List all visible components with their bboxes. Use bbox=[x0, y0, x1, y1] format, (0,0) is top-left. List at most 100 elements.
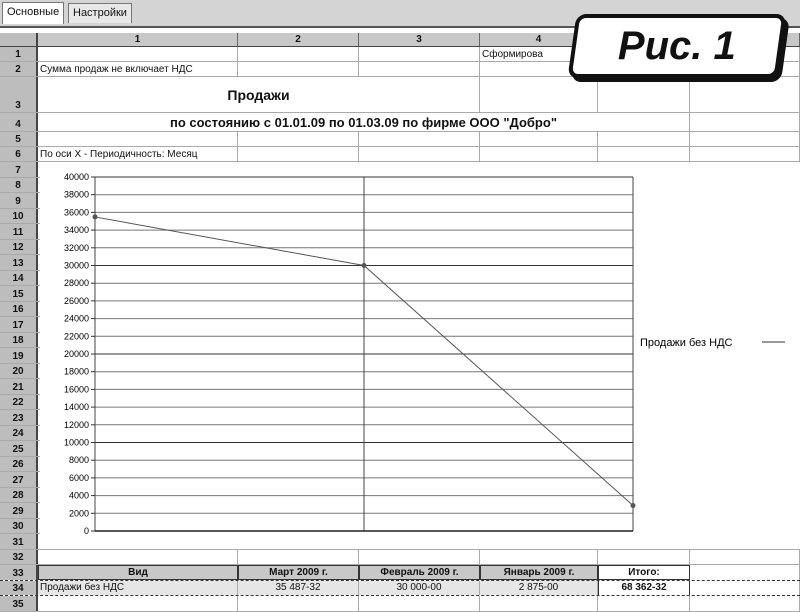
grid-cell[interactable] bbox=[38, 132, 238, 146]
row-number[interactable]: 2 bbox=[0, 62, 38, 76]
table-cell[interactable]: 30 000-00 bbox=[359, 580, 480, 595]
row-number[interactable]: 22 bbox=[0, 394, 38, 409]
grid-cell[interactable] bbox=[359, 549, 480, 564]
grid-cell[interactable] bbox=[238, 596, 359, 611]
grid-cell[interactable] bbox=[238, 47, 359, 61]
row-number[interactable]: 8 bbox=[0, 177, 38, 192]
row-number[interactable]: 9 bbox=[0, 193, 38, 208]
row-number[interactable]: 17 bbox=[0, 317, 38, 332]
grid-row: 1 Сформирова bbox=[0, 47, 800, 62]
grid-cell[interactable] bbox=[38, 596, 238, 611]
row-number[interactable]: 13 bbox=[0, 255, 38, 270]
table-header[interactable]: Вид bbox=[38, 565, 238, 580]
row-number[interactable]: 29 bbox=[0, 503, 38, 518]
corner-cell[interactable] bbox=[0, 33, 38, 46]
grid-cell[interactable] bbox=[238, 132, 359, 146]
table-cell[interactable]: 2 875-00 bbox=[480, 580, 598, 595]
grid-cell[interactable] bbox=[480, 596, 598, 611]
row-number[interactable]: 6 bbox=[0, 147, 38, 161]
grid-cell[interactable] bbox=[598, 549, 690, 564]
grid-cell[interactable] bbox=[690, 549, 800, 564]
row-number[interactable]: 19 bbox=[0, 348, 38, 363]
row-number[interactable]: 20 bbox=[0, 363, 38, 378]
grid-cell[interactable] bbox=[480, 132, 598, 146]
grid-cell[interactable] bbox=[690, 565, 800, 580]
grid-cell[interactable] bbox=[359, 132, 480, 146]
row-number[interactable]: 32 bbox=[0, 549, 38, 564]
column-header[interactable]: 2 bbox=[238, 33, 359, 46]
y-tick-label: 36000 bbox=[64, 207, 89, 217]
grid-cell[interactable] bbox=[480, 147, 598, 161]
grid-row: 5 bbox=[0, 132, 800, 147]
row-number[interactable]: 3 bbox=[0, 77, 38, 112]
data-point bbox=[630, 503, 636, 509]
data-point bbox=[361, 263, 367, 268]
row-number[interactable]: 5 bbox=[0, 132, 38, 146]
table-header[interactable]: Итого: bbox=[598, 565, 690, 580]
grid-cell[interactable] bbox=[598, 132, 690, 146]
column-header[interactable]: 1 bbox=[38, 33, 238, 46]
tab-osnovnye[interactable]: Основные bbox=[2, 2, 65, 24]
grid-cell[interactable] bbox=[690, 147, 800, 161]
row-number[interactable]: 34 bbox=[0, 580, 38, 595]
row-number[interactable]: 4 bbox=[0, 113, 38, 131]
row-number[interactable]: 25 bbox=[0, 441, 38, 456]
row-number[interactable]: 1 bbox=[0, 47, 38, 61]
table-header[interactable]: Март 2009 г. bbox=[238, 565, 359, 580]
grid-cell[interactable] bbox=[690, 77, 800, 112]
table-cell[interactable]: Продажи без НДС bbox=[38, 580, 238, 595]
row-number[interactable]: 10 bbox=[0, 208, 38, 223]
row-number[interactable]: 27 bbox=[0, 472, 38, 487]
row-number[interactable]: 16 bbox=[0, 301, 38, 316]
grid-cell[interactable] bbox=[38, 549, 238, 564]
grid-cell[interactable] bbox=[598, 147, 690, 161]
table-cell[interactable]: 68 362-32 bbox=[598, 580, 690, 595]
column-header[interactable]: 3 bbox=[359, 33, 480, 46]
grid-cell[interactable] bbox=[238, 549, 359, 564]
grid-cell[interactable] bbox=[690, 580, 800, 595]
table-header[interactable]: Февраль 2009 г. bbox=[359, 565, 480, 580]
chart-background bbox=[40, 165, 800, 545]
row-number[interactable]: 26 bbox=[0, 456, 38, 471]
row-number[interactable]: 15 bbox=[0, 286, 38, 301]
grid-cell[interactable] bbox=[690, 113, 800, 131]
report-title[interactable]: Продажи bbox=[38, 77, 480, 112]
row-number[interactable]: 18 bbox=[0, 332, 38, 347]
grid-cell[interactable] bbox=[690, 132, 800, 146]
grid-cell[interactable] bbox=[480, 77, 598, 112]
report-subtitle[interactable]: по состоянию с 01.01.09 по 01.03.09 по ф… bbox=[38, 113, 690, 131]
grid-row: 3 Продажи bbox=[0, 77, 800, 113]
y-tick-label: 14000 bbox=[64, 402, 89, 412]
grid-cell[interactable] bbox=[598, 596, 690, 611]
grid-cell[interactable] bbox=[690, 596, 800, 611]
row-number[interactable]: 24 bbox=[0, 425, 38, 440]
y-tick-label: 18000 bbox=[64, 367, 89, 377]
table-header[interactable]: Январь 2009 г. bbox=[480, 565, 598, 580]
table-cell[interactable]: 35 487-32 bbox=[238, 580, 359, 595]
grid-cell[interactable] bbox=[359, 596, 480, 611]
row-number[interactable]: 12 bbox=[0, 239, 38, 254]
row-number[interactable]: 23 bbox=[0, 410, 38, 425]
row-number[interactable]: 21 bbox=[0, 379, 38, 394]
row-number[interactable]: 28 bbox=[0, 487, 38, 502]
grid-cell[interactable] bbox=[238, 147, 359, 161]
row-number[interactable]: 35 bbox=[0, 596, 38, 611]
grid-cell[interactable]: По оси X - Периодичность: Месяц bbox=[38, 147, 238, 161]
grid-cell[interactable] bbox=[359, 147, 480, 161]
grid-cell[interactable] bbox=[359, 62, 480, 76]
grid-cell[interactable] bbox=[359, 47, 480, 61]
grid-cell[interactable] bbox=[238, 62, 359, 76]
grid-row: 33 Вид Март 2009 г. Февраль 2009 г. Январь 2… bbox=[0, 565, 800, 581]
row-number[interactable]: 31 bbox=[0, 534, 38, 549]
grid-cell[interactable] bbox=[38, 47, 238, 61]
grid-cell[interactable]: Сумма продаж не включает НДС bbox=[38, 62, 238, 76]
grid-cell[interactable] bbox=[598, 77, 690, 112]
row-number[interactable]: 11 bbox=[0, 224, 38, 239]
tab-nastroyki[interactable]: Настройки bbox=[68, 3, 132, 23]
sales-line-chart: 0 2000 4000 6000 8000 10000 12000 14000 16000 180… bbox=[40, 165, 800, 545]
row-number[interactable]: 33 bbox=[0, 565, 38, 580]
grid-cell[interactable] bbox=[480, 549, 598, 564]
row-number[interactable]: 30 bbox=[0, 518, 38, 533]
row-number[interactable]: 7 bbox=[0, 162, 38, 177]
row-number[interactable]: 14 bbox=[0, 270, 38, 285]
